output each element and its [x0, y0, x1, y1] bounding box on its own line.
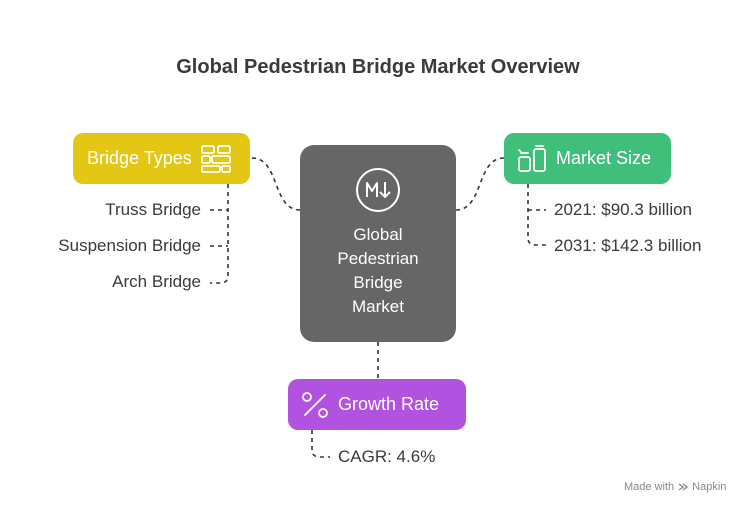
bridge-types-pill: Bridge Types — [73, 133, 250, 184]
center-title: Global Pedestrian Bridge Market — [300, 223, 456, 319]
growth-rate-pill: Growth Rate — [288, 379, 466, 430]
center-line-1: Global — [353, 225, 403, 244]
page-title: Global Pedestrian Bridge Market Overview — [176, 56, 580, 78]
list-item-suspension-bridge: Suspension Bridge — [58, 236, 201, 255]
connector-market-size — [455, 157, 505, 211]
watermark-brand: Napkin — [692, 481, 727, 493]
bins-icon — [516, 144, 548, 174]
bracket-market-size — [527, 184, 546, 246]
center-line-4: Market — [352, 297, 404, 316]
list-item-arch-bridge: Arch Bridge — [112, 272, 201, 291]
list-item-truss-bridge: Truss Bridge — [105, 200, 201, 219]
market-size-pill: Market Size — [504, 133, 671, 184]
center-node: Global Pedestrian Bridge Market — [300, 145, 456, 342]
watermark-made-with: Made with — [624, 481, 675, 493]
napkin-logo-icon — [678, 482, 689, 492]
bridge-types-label: Bridge Types — [87, 148, 192, 168]
connector-bridge-types — [251, 157, 301, 211]
center-line-3: Bridge — [353, 273, 403, 292]
center-line-2: Pedestrian — [337, 249, 419, 268]
bracket-growth-rate — [311, 430, 330, 458]
list-item-2021: 2021: $90.3 billion — [554, 200, 693, 219]
watermark: Made with Napkin — [624, 481, 726, 493]
list-item-cagr: CAGR: 4.6% — [338, 447, 436, 466]
list-item-2031: 2031: $142.3 billion — [554, 236, 702, 255]
bricks-icon — [200, 144, 232, 174]
growth-rate-label: Growth Rate — [338, 394, 440, 414]
market-size-label: Market Size — [556, 148, 652, 168]
bracket-bridge-types — [210, 184, 229, 284]
percent-icon — [300, 390, 330, 420]
m-down-arrow-icon — [355, 167, 401, 218]
